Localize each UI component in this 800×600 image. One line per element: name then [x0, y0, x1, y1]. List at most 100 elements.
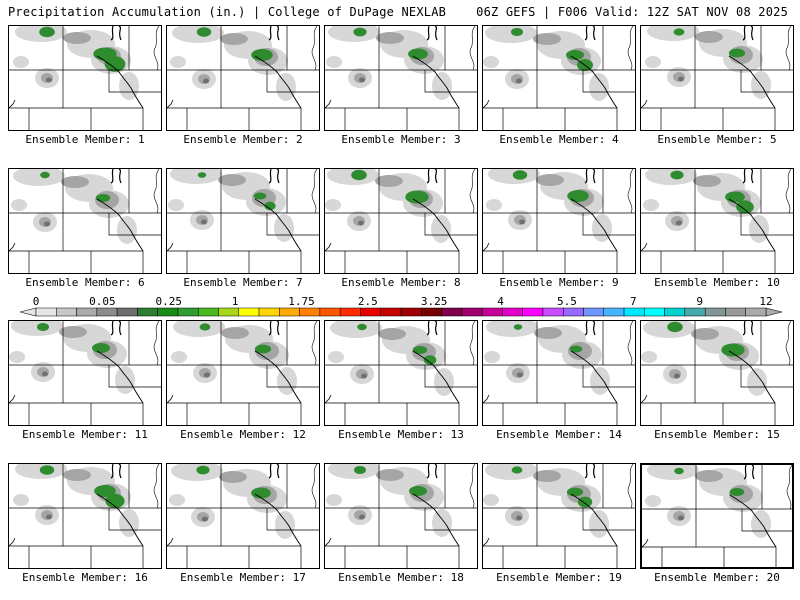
colorbar-tick-label: 1.75	[288, 295, 315, 308]
colorbar-segment	[725, 307, 746, 317]
precip-field	[168, 169, 294, 242]
map-boundaries	[642, 465, 792, 567]
precip-map	[167, 321, 319, 425]
panel-label: Ensemble Member: 13	[338, 428, 464, 441]
precip-field	[326, 464, 452, 537]
colorbar-segment	[197, 307, 219, 317]
precip-field	[11, 169, 137, 244]
ensemble-member-map	[324, 320, 478, 426]
precip-map	[641, 321, 793, 425]
ensemble-member-map	[640, 320, 794, 426]
colorbar-segment	[421, 307, 442, 317]
ensemble-member-map	[482, 25, 636, 131]
colorbar-tick-label: 9	[696, 295, 703, 308]
colorbar-tick-label: 0.05	[89, 295, 116, 308]
ensemble-member-map	[8, 168, 162, 274]
ensemble-member-map	[166, 168, 320, 274]
precip-field	[484, 321, 610, 395]
colorbar-segment	[745, 307, 767, 317]
colorbar-segment	[562, 307, 584, 317]
panel-label: Ensemble Member: 2	[183, 133, 303, 146]
precip-map	[325, 321, 477, 425]
colorbar-tick-label: 4	[497, 295, 504, 308]
panel-label: Ensemble Member: 18	[338, 571, 464, 584]
precip-field	[169, 464, 295, 539]
precip-field	[13, 26, 139, 100]
ensemble-member-map	[8, 463, 162, 569]
colorbar-segment	[258, 307, 280, 317]
precip-map	[483, 321, 635, 425]
colorbar-tick-label: 12	[759, 295, 772, 308]
precip-field	[641, 321, 767, 396]
precip-field	[325, 169, 451, 243]
colorbar-segment	[35, 307, 57, 317]
colorbar-tick-label: 3.25	[421, 295, 448, 308]
map-boundaries	[483, 26, 635, 130]
colorbar-segment	[664, 307, 686, 317]
colorbar-tick-label: 1	[232, 295, 239, 308]
colorbar-segment	[319, 307, 341, 317]
colorbar-segment	[704, 307, 726, 317]
map-boundaries	[641, 321, 793, 425]
map-boundaries	[641, 26, 793, 130]
colorbar-segment	[360, 307, 381, 317]
map-boundaries	[325, 169, 477, 273]
colorbar-tick-label: 0.25	[155, 295, 182, 308]
colorbar-segment	[96, 307, 118, 317]
colorbar-segment	[684, 307, 706, 317]
map-boundaries	[483, 464, 635, 568]
colorbar-segment	[116, 307, 138, 317]
precip-field	[170, 26, 296, 101]
colorbar-segment	[339, 307, 361, 317]
colorbar-tick-label: 0	[33, 295, 40, 308]
panel-label: Ensemble Member: 3	[341, 133, 461, 146]
ensemble-member-map	[324, 25, 478, 131]
ensemble-member-map	[640, 463, 794, 569]
map-boundaries	[167, 26, 319, 130]
precip-field	[486, 169, 612, 242]
ensemble-member-map	[166, 25, 320, 131]
colorbar-segment	[76, 307, 98, 317]
map-boundaries	[483, 321, 635, 425]
colorbar-segment	[137, 307, 158, 317]
colorbar-low-arrow	[19, 307, 37, 317]
map-boundaries	[325, 26, 477, 130]
colorbar-segment	[177, 307, 199, 317]
precip-map	[642, 465, 792, 567]
panel-label: Ensemble Member: 7	[183, 276, 303, 289]
panel-label: Ensemble Member: 1	[25, 133, 145, 146]
chart-title: Precipitation Accumulation (in.) | Colle…	[8, 5, 447, 19]
colorbar-segment	[542, 307, 564, 317]
colorbar-segment	[481, 307, 503, 317]
colorbar-segment	[603, 307, 625, 317]
panel-label: Ensemble Member: 6	[25, 276, 145, 289]
precip-map	[483, 169, 635, 273]
precip-map	[641, 169, 793, 273]
colorbar-tick-label: 7	[630, 295, 637, 308]
precip-field	[643, 169, 769, 243]
colorbar-segment	[502, 307, 523, 317]
precip-map	[9, 26, 161, 130]
colorbar-segment	[380, 307, 402, 317]
map-boundaries	[9, 169, 161, 273]
precip-map	[9, 464, 161, 568]
panel-label: Ensemble Member: 20	[654, 571, 780, 584]
colorbar-segment	[583, 307, 605, 317]
panel-label: Ensemble Member: 10	[654, 276, 780, 289]
ensemble-member-map	[324, 168, 478, 274]
ensemble-member-map	[8, 320, 162, 426]
precip-field	[483, 26, 609, 101]
panel-label: Ensemble Member: 19	[496, 571, 622, 584]
precip-map	[9, 169, 161, 273]
precip-map	[325, 26, 477, 130]
panel-label: Ensemble Member: 16	[22, 571, 148, 584]
precip-map	[325, 169, 477, 273]
precip-field	[483, 464, 609, 538]
panel-label: Ensemble Member: 9	[499, 276, 619, 289]
colorbar-segment	[279, 307, 300, 317]
colorbar-segment	[299, 307, 321, 317]
colorbar-segment	[461, 307, 483, 317]
precip-map	[9, 321, 161, 425]
map-boundaries	[641, 169, 793, 273]
